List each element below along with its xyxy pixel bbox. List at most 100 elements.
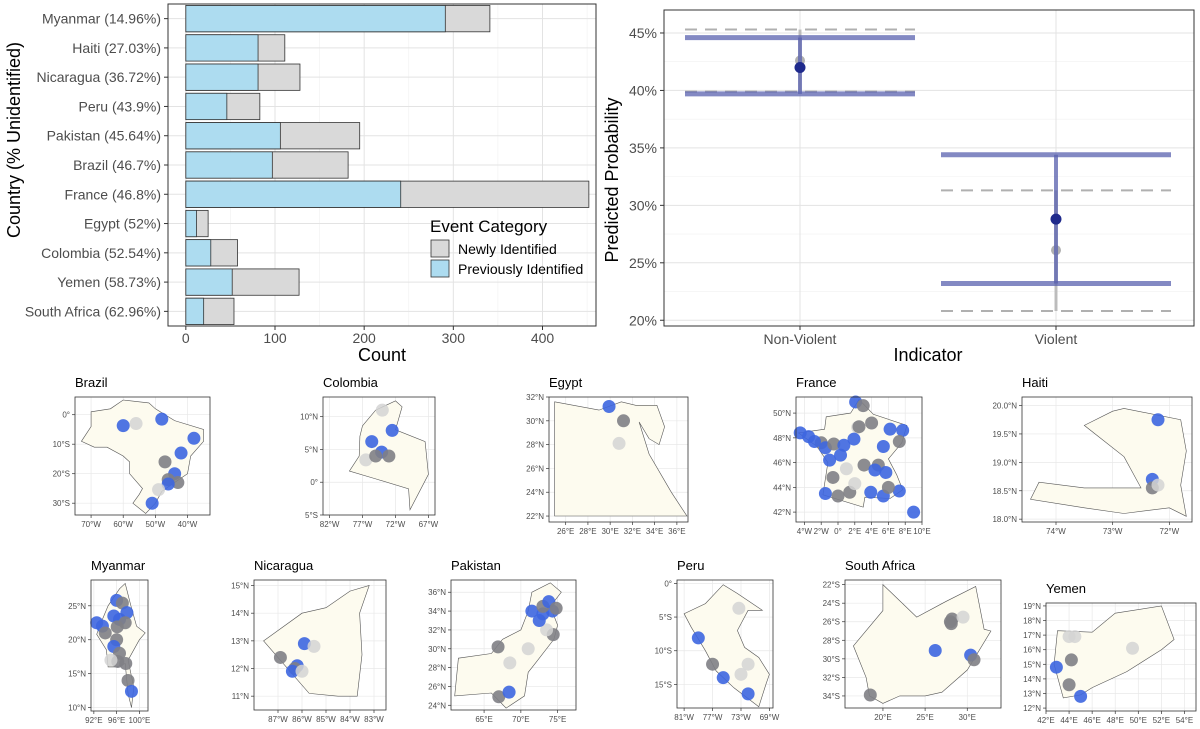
event-point-light [104, 653, 118, 667]
event-point-gray [369, 449, 383, 463]
bar-previously-identified-egypt [185, 209, 197, 238]
event-point-blue [896, 423, 910, 437]
event-point-gray [382, 449, 396, 463]
map-y-tick-label: 28°N [428, 664, 446, 673]
map-y-tick-label: 36°N [428, 588, 446, 597]
map-panel-border [253, 579, 387, 711]
event-point-blue [174, 446, 188, 460]
event-point-light [956, 610, 970, 624]
event-point-blue [834, 448, 848, 462]
bar-y-tick-label-france: France (46.8%) [65, 186, 161, 202]
map-x-tick-label: 26°E [557, 527, 574, 536]
map-x-tick-label: 4°W [797, 527, 813, 536]
event-point-blue [1049, 660, 1063, 674]
event-point-blue [883, 422, 897, 436]
map-x-tick-label: 67°W [419, 520, 439, 529]
map-x-tick-label: 85°W [316, 715, 336, 724]
event-point-gray [826, 470, 840, 484]
bar-plot-area: 0 100 200 300 400 Myanmar (14.96%) Haiti (27.0… [25, 3, 597, 346]
event-point-blue [892, 484, 906, 498]
event-point-blue [837, 438, 851, 452]
event-point-blue [928, 643, 942, 657]
map-title-nicaragua: Nicaragua [254, 558, 314, 573]
event-point-blue [120, 606, 134, 620]
map-y-tick-label: 0° [62, 411, 70, 420]
map-y-tick-label: 26°N [526, 464, 544, 473]
bar-x-tick-label: 400 [531, 330, 555, 346]
event-point-light [295, 664, 309, 678]
event-point-blue [116, 419, 130, 433]
country-outline-yemen [1053, 605, 1175, 699]
event-point-gray [273, 650, 287, 664]
map-y-tick-label: 46°N [773, 459, 791, 468]
map-x-tick-label: 81°W [674, 713, 694, 722]
event-point-gray [492, 690, 506, 704]
map-y-tick-label: 13°N [1023, 689, 1041, 698]
prob-plot-area: 20% 25% 30% 35% 40% 45% Non-Violent Violent [629, 9, 1195, 347]
map-y-tick-label: 5°N [305, 445, 319, 454]
map-x-tick-label: 8°E [899, 527, 912, 536]
event-point-light [741, 657, 755, 671]
bar-x-tick-label: 200 [352, 330, 376, 346]
map-y-tick-label: 24°S [823, 599, 840, 608]
map-y-tick-label: 26°N [428, 682, 446, 691]
map-y-tick-label: 22°S [823, 581, 840, 590]
map-y-tick-label: 12°N [231, 665, 249, 674]
legend-title: Event Category [430, 217, 548, 236]
event-point-light [375, 403, 389, 417]
event-point-gray [171, 476, 185, 490]
event-point-light [1126, 641, 1140, 655]
event-point-blue [161, 477, 175, 491]
map-x-tick-label: 75°E [549, 715, 566, 724]
event-point-blue [1151, 413, 1165, 427]
event-point-light [503, 656, 517, 670]
event-point-light [848, 477, 862, 491]
event-point-blue [532, 614, 546, 628]
map-y-tick-label: 14°N [1023, 675, 1041, 684]
bar-y-tick-label-brazil: Brazil (46.7%) [73, 157, 161, 173]
bar-y-tick-label-yemen: Yemen (58.73%) [57, 274, 161, 290]
legend-key-previously-identified [430, 259, 450, 278]
bar-previously-identified-peru [185, 92, 228, 121]
bar-previously-identified-myanmar [185, 5, 446, 33]
bar-y-tick-label-nicaragua: Nicaragua (36.72%) [36, 69, 161, 85]
map-peru: Peru 81°W 77°W 73°W 69°W 0° 5°S 10°S 15°S [655, 558, 780, 722]
map-x-tick-label: 74°W [1046, 527, 1066, 536]
map-x-tick-label: 87°W [268, 715, 288, 724]
event-point-blue [807, 435, 821, 449]
map-panel-border [322, 396, 436, 516]
bar-y-tick-label-haiti: Haiti (27.03%) [72, 40, 161, 56]
map-panel-border [1045, 602, 1197, 712]
event-point-gray [856, 399, 870, 413]
event-point-gray [827, 437, 841, 451]
prob-y-tick-label: 45% [629, 25, 657, 41]
map-y-tick-label: 30°S [823, 655, 840, 664]
map-title-brazil: Brazil [75, 375, 108, 390]
event-point-blue [187, 431, 201, 445]
map-title-haiti: Haiti [1022, 375, 1048, 390]
map-y-tick-label: 12°N [1023, 704, 1041, 713]
bar-previously-identified-colombia [185, 239, 212, 267]
map-x-tick-label: 46°E [1083, 716, 1100, 725]
map-y-tick-label: 28°N [526, 441, 544, 450]
estimate-point-violent [1050, 213, 1062, 225]
map-x-tick-label: 54°E [1176, 716, 1193, 725]
map-y-tick-label: 22°N [526, 512, 544, 521]
event-point-blue [716, 671, 730, 685]
map-y-tick-label: 19.0°N [992, 458, 1017, 467]
prob-x-tick-label-violent: Violent [1035, 331, 1078, 347]
event-point-blue [691, 631, 705, 645]
map-x-tick-label: 52°E [1153, 716, 1170, 725]
map-title-pakistan: Pakistan [451, 558, 501, 573]
event-point-gray [831, 489, 845, 503]
event-point-gray [892, 435, 906, 449]
event-point-gray [944, 617, 958, 631]
event-point-gray [1062, 678, 1076, 692]
event-point-light [540, 623, 554, 637]
map-x-tick-label: 77°W [703, 713, 723, 722]
map-y-tick-label: 13°N [231, 637, 249, 646]
map-x-tick-label: 73°W [731, 713, 751, 722]
map-y-tick-label: 25°N [68, 602, 86, 611]
event-point-blue [1074, 689, 1088, 703]
event-point-light [129, 417, 143, 431]
